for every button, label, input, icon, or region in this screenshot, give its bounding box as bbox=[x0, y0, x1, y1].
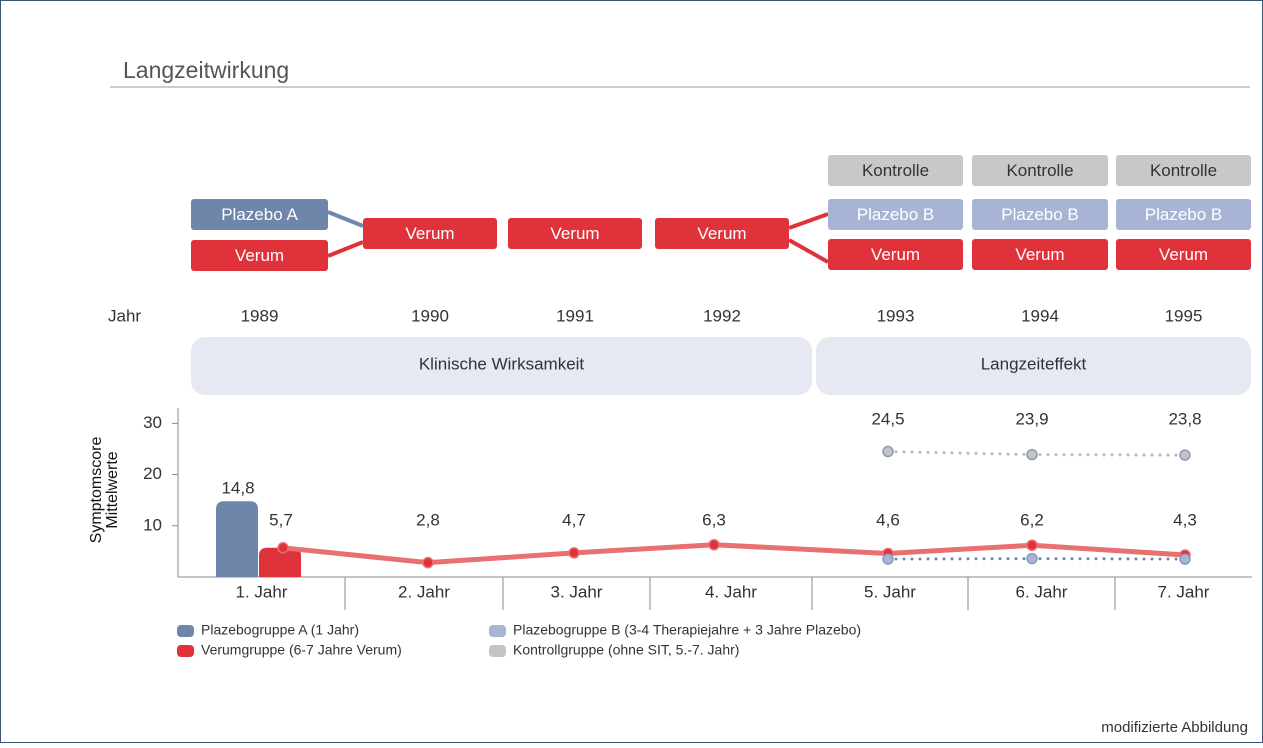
value-label: 23,9 bbox=[1015, 409, 1048, 428]
group-box-label: Plazebo B bbox=[1145, 205, 1223, 224]
group-box bbox=[972, 239, 1108, 270]
connector bbox=[788, 238, 829, 264]
series-point bbox=[422, 556, 434, 569]
group-box bbox=[972, 199, 1108, 230]
group-box-label: Verum bbox=[235, 246, 284, 265]
group-box bbox=[1116, 239, 1251, 270]
phase-band bbox=[816, 337, 1251, 395]
group-box-label: Verum bbox=[1159, 245, 1208, 264]
value-label: 6,3 bbox=[702, 510, 726, 529]
footer: modifizierte Abbildung bbox=[1101, 719, 1248, 736]
year: 1995 bbox=[1165, 306, 1203, 325]
x-tick-label: 7. Jahr bbox=[1158, 582, 1210, 601]
series-point bbox=[1026, 539, 1038, 551]
group-box-label: Kontrolle bbox=[1006, 161, 1073, 180]
value-label: 24,5 bbox=[871, 409, 904, 428]
group-box bbox=[828, 155, 963, 186]
group-box-label: Kontrolle bbox=[1150, 161, 1217, 180]
y-tick-label: 30 bbox=[143, 413, 162, 432]
connector bbox=[327, 210, 364, 228]
year: 1994 bbox=[1021, 306, 1059, 325]
year: 1989 bbox=[241, 306, 279, 325]
connector bbox=[788, 212, 829, 230]
group-box bbox=[191, 199, 328, 230]
legend-label: Kontrollgruppe (ohne SIT, 5.-7. Jahr) bbox=[513, 642, 739, 658]
group-box-label: Plazebo B bbox=[857, 205, 935, 224]
group-box bbox=[363, 218, 497, 249]
group-box-label: Verum bbox=[405, 224, 454, 243]
connectors bbox=[327, 210, 829, 264]
series-point bbox=[1026, 448, 1038, 461]
series-point bbox=[882, 553, 894, 565]
value-label: 2,8 bbox=[416, 510, 440, 529]
legend-swatch bbox=[489, 645, 506, 657]
value-label: 5,7 bbox=[269, 510, 293, 529]
group-box bbox=[508, 218, 642, 249]
y-tick-label: 10 bbox=[143, 515, 162, 534]
group-box-label: Kontrolle bbox=[862, 161, 929, 180]
year: 1990 bbox=[411, 306, 449, 325]
x-tick-label: 2. Jahr bbox=[398, 582, 450, 601]
group-box-label: Plazebo B bbox=[1001, 205, 1079, 224]
value-label: 4,7 bbox=[562, 510, 586, 529]
legend-label: Plazebogruppe B (3-4 Therapiejahre + 3 J… bbox=[513, 622, 861, 638]
series-point bbox=[882, 445, 894, 458]
x-tick-label: 5. Jahr bbox=[864, 582, 916, 601]
phase-label: Klinische Wirksamkeit bbox=[419, 354, 585, 373]
value-label: 4,6 bbox=[876, 510, 900, 529]
y-axis-label: Mittelwerte bbox=[104, 451, 121, 528]
series-line bbox=[280, 542, 1188, 566]
group-box-label: Verum bbox=[697, 224, 746, 243]
year: 1991 bbox=[556, 306, 594, 325]
phase-band bbox=[191, 337, 812, 395]
value-label: 23,8 bbox=[1168, 409, 1201, 428]
y-tick-label: 20 bbox=[143, 464, 162, 483]
series-point bbox=[1179, 449, 1191, 461]
group-box bbox=[655, 218, 789, 249]
group-box bbox=[828, 239, 963, 270]
value-label: 14,8 bbox=[221, 478, 254, 497]
legend-swatch bbox=[177, 645, 194, 657]
group-box-label: Plazebo A bbox=[221, 205, 298, 224]
value-label: 4,3 bbox=[1173, 510, 1197, 529]
value-label: 6,2 bbox=[1020, 510, 1044, 529]
phase-label: Langzeiteffekt bbox=[981, 354, 1087, 373]
group-box-label: Verum bbox=[1015, 245, 1064, 264]
group-box-label: Verum bbox=[871, 245, 920, 264]
year: 1992 bbox=[703, 306, 741, 325]
series-point bbox=[277, 542, 289, 554]
y-axis-label: Symptomscore bbox=[88, 437, 105, 544]
bar bbox=[259, 547, 301, 577]
year-label: Jahr bbox=[108, 306, 141, 325]
x-tick-label: 3. Jahr bbox=[551, 582, 603, 601]
legend-swatch bbox=[489, 625, 506, 637]
legend-label: Verumgruppe (6-7 Jahre Verum) bbox=[201, 642, 402, 658]
series-point bbox=[708, 538, 720, 551]
group-box-label: Verum bbox=[550, 224, 599, 243]
year: 1993 bbox=[877, 306, 915, 325]
group-box bbox=[828, 199, 963, 230]
series-point bbox=[1179, 553, 1191, 565]
x-tick-label: 4. Jahr bbox=[705, 582, 757, 601]
group-box bbox=[1116, 155, 1251, 186]
x-tick-label: 6. Jahr bbox=[1016, 582, 1068, 601]
x-tick-label: 1. Jahr bbox=[236, 582, 288, 601]
group-box bbox=[972, 155, 1108, 186]
series-point bbox=[568, 547, 580, 559]
bar bbox=[216, 501, 258, 577]
legend-swatch bbox=[177, 625, 194, 637]
connector bbox=[327, 240, 364, 258]
legend-label: Plazebogruppe A (1 Jahr) bbox=[201, 622, 359, 638]
series-point bbox=[1026, 552, 1038, 565]
group-box bbox=[1116, 199, 1251, 230]
group-box bbox=[191, 240, 328, 271]
title: Langzeitwirkung bbox=[123, 57, 289, 83]
